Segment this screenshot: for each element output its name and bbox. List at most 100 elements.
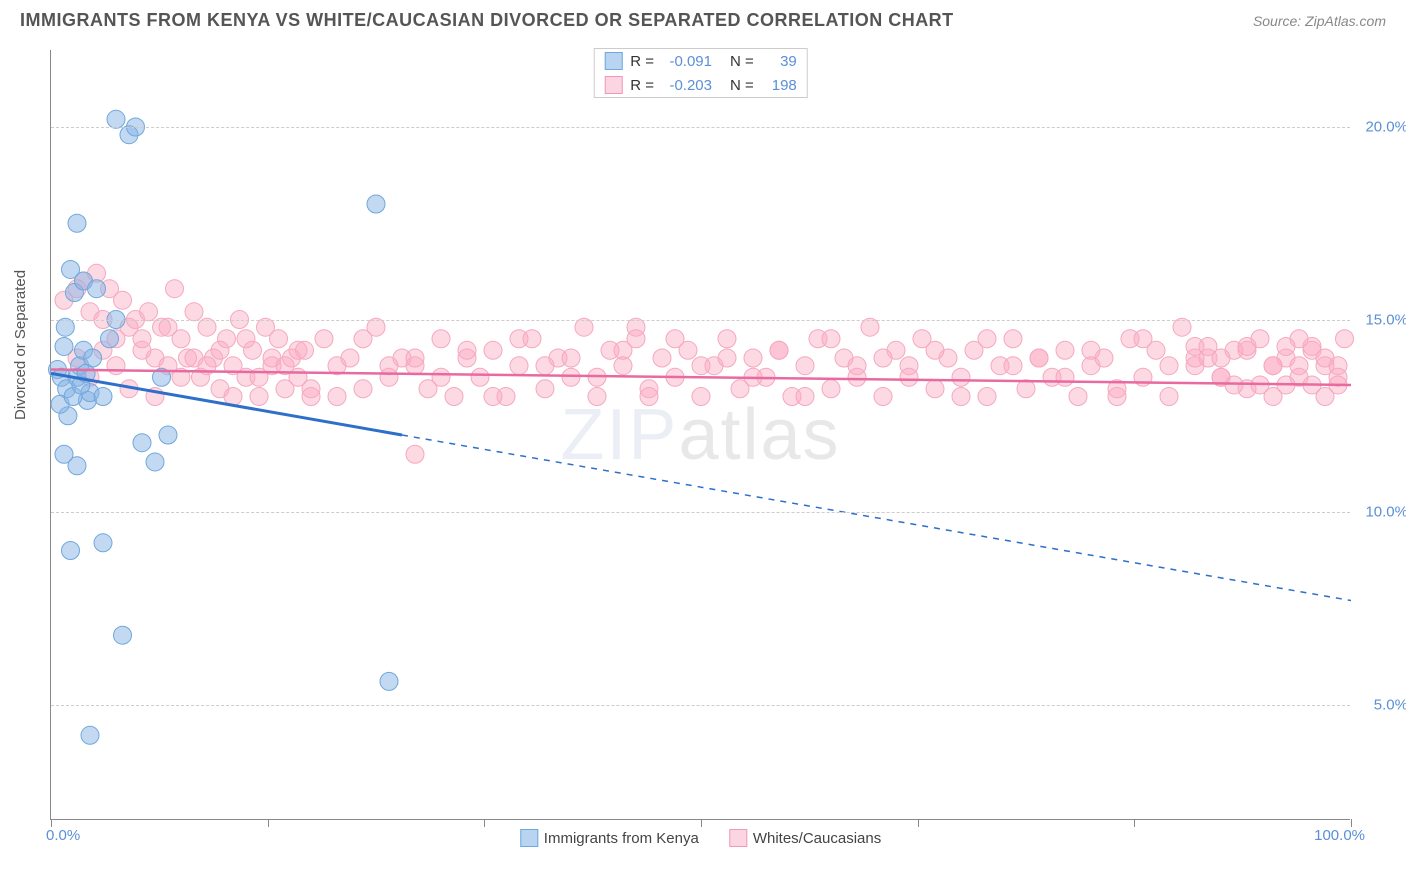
y-tick-label: 15.0%	[1365, 311, 1406, 328]
x-tick	[484, 819, 485, 827]
legend-swatch-icon	[729, 829, 747, 847]
data-point	[1056, 341, 1074, 359]
data-point	[94, 534, 112, 552]
data-point	[140, 303, 158, 321]
legend-label-kenya: Immigrants from Kenya	[544, 830, 699, 847]
data-point	[1160, 357, 1178, 375]
data-point	[874, 388, 892, 406]
chart-title: IMMIGRANTS FROM KENYA VS WHITE/CAUCASIAN…	[20, 10, 954, 31]
data-point	[328, 388, 346, 406]
legend-swatch-kenya	[604, 52, 622, 70]
data-point	[1056, 368, 1074, 386]
data-point	[88, 280, 106, 298]
data-point	[432, 368, 450, 386]
data-point	[692, 357, 710, 375]
data-point	[718, 349, 736, 367]
legend-row-white: R = -0.203 N = 198	[594, 73, 807, 97]
n-value-kenya: 39	[762, 53, 797, 70]
data-point	[56, 318, 74, 336]
data-point	[796, 388, 814, 406]
r-value-white: -0.203	[662, 77, 712, 94]
y-axis-label: Divorced or Separated	[12, 270, 29, 420]
data-point	[861, 318, 879, 336]
data-point	[289, 341, 307, 359]
gridline-h	[51, 320, 1350, 321]
data-point	[380, 672, 398, 690]
data-point	[666, 330, 684, 348]
data-point	[627, 318, 645, 336]
data-point	[1134, 330, 1152, 348]
legend-label-white: Whites/Caucasians	[753, 830, 881, 847]
data-point	[354, 380, 372, 398]
data-point	[1238, 337, 1256, 355]
data-point	[1316, 349, 1334, 367]
legend-item-kenya: Immigrants from Kenya	[520, 829, 699, 847]
data-point	[978, 388, 996, 406]
data-point	[185, 303, 203, 321]
data-point	[796, 357, 814, 375]
x-axis-max: 100.0%	[1314, 827, 1365, 844]
data-point	[68, 214, 86, 232]
data-point	[159, 426, 177, 444]
data-point	[744, 349, 762, 367]
data-point	[926, 341, 944, 359]
y-tick-label: 20.0%	[1365, 119, 1406, 136]
y-tick-label: 5.0%	[1374, 696, 1406, 713]
data-point	[822, 380, 840, 398]
data-point	[445, 388, 463, 406]
data-point	[536, 380, 554, 398]
legend-bottom: Immigrants from Kenya Whites/Caucasians	[520, 829, 881, 847]
y-tick-label: 10.0%	[1365, 504, 1406, 521]
data-point	[406, 445, 424, 463]
data-point	[562, 349, 580, 367]
data-point	[62, 542, 80, 560]
data-point	[114, 291, 132, 309]
data-point	[874, 349, 892, 367]
data-point	[1069, 388, 1087, 406]
x-tick	[1134, 819, 1135, 827]
data-point	[315, 330, 333, 348]
x-tick	[1351, 819, 1352, 827]
data-point	[653, 349, 671, 367]
data-point	[1277, 337, 1295, 355]
data-point	[952, 388, 970, 406]
data-point	[952, 368, 970, 386]
data-point	[114, 626, 132, 644]
data-point	[367, 195, 385, 213]
data-point	[926, 380, 944, 398]
data-point	[432, 330, 450, 348]
data-point	[354, 330, 372, 348]
gridline-h	[51, 512, 1350, 513]
data-point	[1004, 330, 1022, 348]
data-point	[536, 357, 554, 375]
data-point	[900, 368, 918, 386]
data-point	[341, 349, 359, 367]
x-tick	[51, 819, 52, 827]
chart-header: IMMIGRANTS FROM KENYA VS WHITE/CAUCASIAN…	[0, 0, 1406, 36]
gridline-h	[51, 127, 1350, 128]
legend-stats: R = -0.091 N = 39 R = -0.203 N = 198	[593, 48, 808, 98]
data-point	[484, 341, 502, 359]
data-point	[198, 318, 216, 336]
n-value-white: 198	[762, 77, 797, 94]
x-axis-min: 0.0%	[46, 827, 80, 844]
data-point	[81, 726, 99, 744]
data-point	[302, 380, 320, 398]
data-point	[640, 388, 658, 406]
data-point	[159, 318, 177, 336]
data-point	[575, 318, 593, 336]
data-point	[692, 388, 710, 406]
data-point	[848, 357, 866, 375]
data-point	[380, 357, 398, 375]
data-point	[101, 330, 119, 348]
data-point	[1290, 357, 1308, 375]
data-point	[237, 330, 255, 348]
x-tick	[918, 819, 919, 827]
data-point	[614, 341, 632, 359]
x-tick	[701, 819, 702, 827]
data-point	[510, 330, 528, 348]
data-point	[133, 434, 151, 452]
data-point	[562, 368, 580, 386]
data-point	[55, 337, 73, 355]
data-point	[406, 349, 424, 367]
